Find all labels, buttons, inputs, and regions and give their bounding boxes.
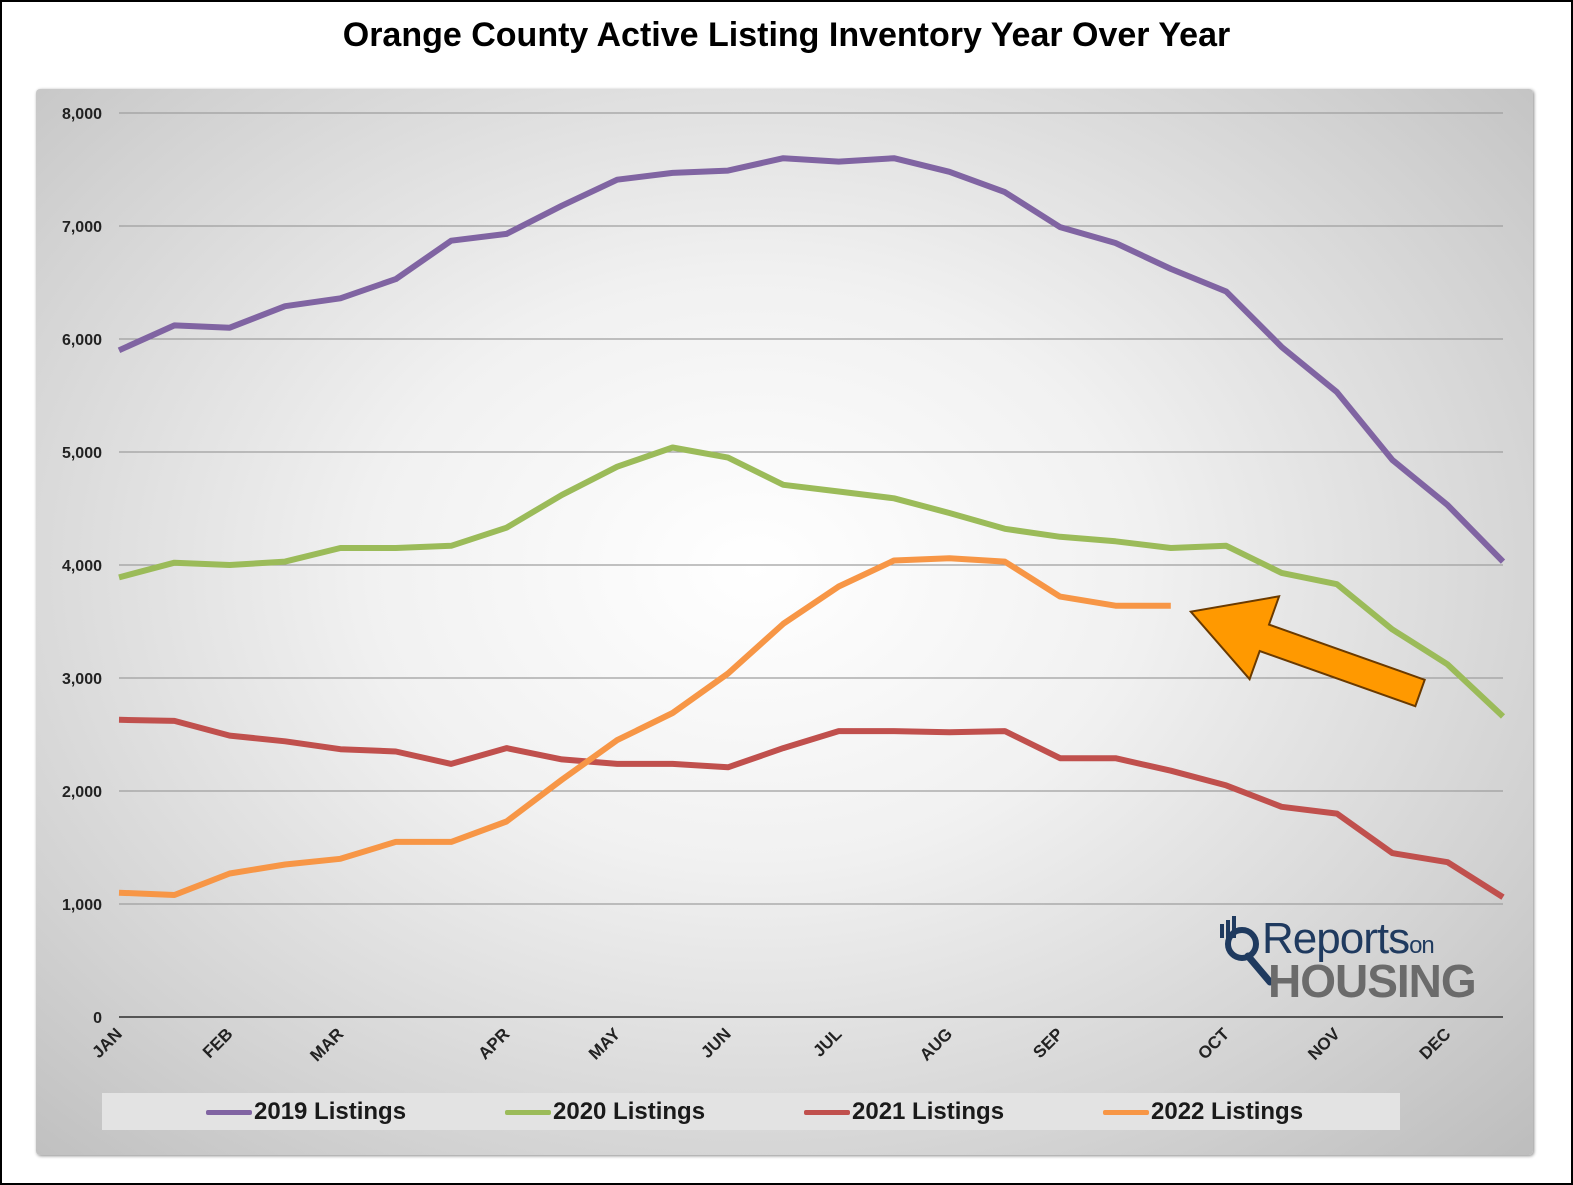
reports-on-housing-logo: Reportson HOUSING [1218,910,1488,1010]
legend-item-2019: 2019 Listings [206,1097,406,1127]
x-tick-label-aug: AUG [916,1024,956,1064]
y-tick-label: 2,000 [62,784,102,801]
x-tick-label-dec: DEC [1416,1024,1455,1063]
series-line-2019 [117,155,1506,564]
legend-swatch-2020 [505,1109,551,1115]
x-tick-label-oct: OCT [1194,1024,1233,1063]
gridlines [119,112,1503,1018]
logo-word-reports: Reports [1262,914,1410,963]
x-tick-label-mar: MAR [306,1024,347,1065]
x-tick-label-feb: FEB [199,1024,236,1061]
legend-label-2022: 2022 Listings [1151,1098,1304,1125]
x-tick-label-jun: JUN [697,1024,734,1061]
orange-arrow-icon [1188,595,1426,708]
x-tick-label-jan: JAN [88,1024,125,1061]
x-tick-label-may: MAY [585,1024,625,1064]
legend-item-2020: 2020 Listings [505,1097,705,1127]
y-tick-label: 3,000 [62,671,102,688]
y-tick-label: 6,000 [62,332,102,349]
x-tick-label-nov: NOV [1304,1024,1344,1064]
legend-label-2021: 2021 Listings [852,1098,1005,1125]
legend-label-2019: 2019 Listings [254,1098,407,1125]
legend-swatch-2022 [1103,1109,1149,1115]
logo-text-reports: Reportson [1262,914,1435,964]
legend-item-2022: 2022 Listings [1103,1097,1303,1127]
legend-item-2021: 2021 Listings [804,1097,1004,1127]
logo-text-housing: HOUSING [1268,955,1477,1007]
logo-word-on: on [1409,932,1435,959]
magnifier-chart-icon [1220,916,1274,986]
series-line-2022 [118,555,1171,898]
legend-swatch-2021 [804,1109,850,1115]
annotation-arrow [1188,595,1426,708]
y-tick-label: 8,000 [62,106,102,123]
series-line-2021 [118,716,1505,900]
series-line-2020 [118,444,1506,719]
y-tick-label: 4,000 [62,558,102,575]
chart-legend: 2019 Listings 2020 Listings 2021 Listing… [102,1093,1400,1130]
x-tick-label-apr: APR [475,1024,514,1063]
y-axis-tick-labels: 0 1,000 2,000 3,000 4,000 5,000 6,000 7,000 8,00… [62,106,102,1027]
legend-swatch-2019 [206,1109,252,1115]
x-tick-label-sep: SEP [1029,1024,1066,1061]
y-tick-label: 1,000 [62,897,102,914]
y-tick-label: 7,000 [62,219,102,236]
x-tick-label-jul: JUL [809,1024,845,1060]
legend-label-2020: 2020 Listings [553,1098,706,1125]
y-tick-label: 0 [93,1010,102,1027]
x-axis-tick-labels: JAN FEB MAR APR MAY JUN JUL AUG SEP OCT NOV DEC [88,1024,1454,1065]
chart-title: Orange County Active Listing Inventory Y… [342,16,1231,54]
series-lines [117,155,1506,900]
y-tick-label: 5,000 [62,445,102,462]
